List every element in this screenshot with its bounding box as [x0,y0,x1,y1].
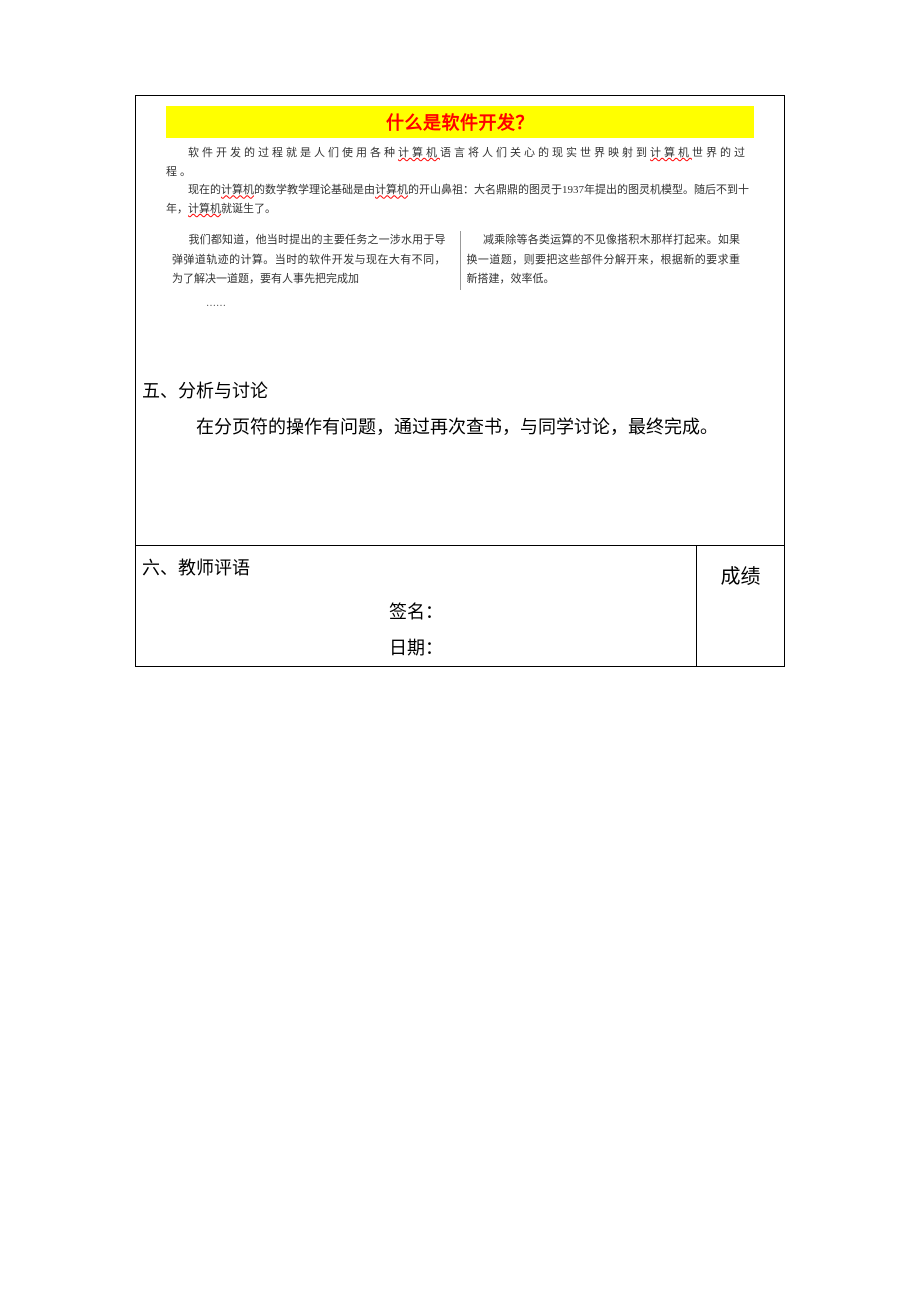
column-text: 我们都知道，他当时提出的主要任务之一涉水用于导弹弹道轨迹的计算。当时的软件开发与… [172,231,446,290]
content-cell: 什么是软件开发？ 软件开发的过程就是人们使用各种计算机语言将人们关心的现实世界映… [136,96,785,546]
two-column-block: 我们都知道，他当时提出的主要任务之一涉水用于导弹弹道轨迹的计算。当时的软件开发与… [166,231,754,290]
doc-paragraph-1: 软件开发的过程就是人们使用各种计算机语言将人们关心的现实世界映射到计算机世界的过… [166,144,754,181]
grade-label: 成绩 [697,546,784,589]
text-run: 就诞生了。 [221,203,276,215]
embedded-document: 什么是软件开发？ 软件开发的过程就是人们使用各种计算机语言将人们关心的现实世界映… [136,96,784,309]
section-six-label: 六、教师评语 [136,546,696,586]
date-label: 日期： [136,630,696,666]
column-left: 我们都知道，他当时提出的主要任务之一涉水用于导弹弹道轨迹的计算。当时的软件开发与… [166,231,461,290]
grade-cell: 成绩 [697,546,785,667]
text-run: 软件开发的过程就是人们使用各种 [188,147,398,159]
wavy-term: 计算机 [375,184,408,196]
text-run: 现在的 [188,184,221,196]
wavy-term: 计算机 [398,147,440,159]
signature-block: 签名： 日期： [136,586,696,666]
wavy-term: 计算机 [221,184,254,196]
doc-body: 软件开发的过程就是人们使用各种计算机语言将人们关心的现实世界映射到计算机世界的过… [166,138,754,219]
wavy-term: 计算机 [650,147,692,159]
teacher-comment-cell: 六、教师评语 签名： 日期： [136,546,697,667]
text-run: 语言将人们关心的现实世界映射到 [440,147,650,159]
wavy-term: 计算机 [188,203,221,215]
section-five-body: 在分页符的操作有问题，通过再次查书，与同学讨论，最终完成。 [136,409,784,449]
column-text: 减乘除等各类运算的不见像搭积木那样打起来。如果换一道题，则要把这些部件分解开来，… [467,231,741,290]
section-five-label: 五、分析与讨论 [136,369,784,409]
doc-paragraph-2: 现在的计算机的数学教学理论基础是由计算机的开山鼻祖：大名鼎鼎的图灵于1937年提… [166,181,754,218]
text-run: 的数学教学理论基础是由 [254,184,375,196]
report-table: 什么是软件开发？ 软件开发的过程就是人们使用各种计算机语言将人们关心的现实世界映… [135,95,785,667]
ellipsis: …… [166,290,754,309]
doc-title: 什么是软件开发？ [166,106,754,138]
column-right: 减乘除等各类运算的不见像搭积木那样打起来。如果换一道题，则要把这些部件分解开来，… [461,231,755,290]
signature-label: 签名： [136,594,696,630]
